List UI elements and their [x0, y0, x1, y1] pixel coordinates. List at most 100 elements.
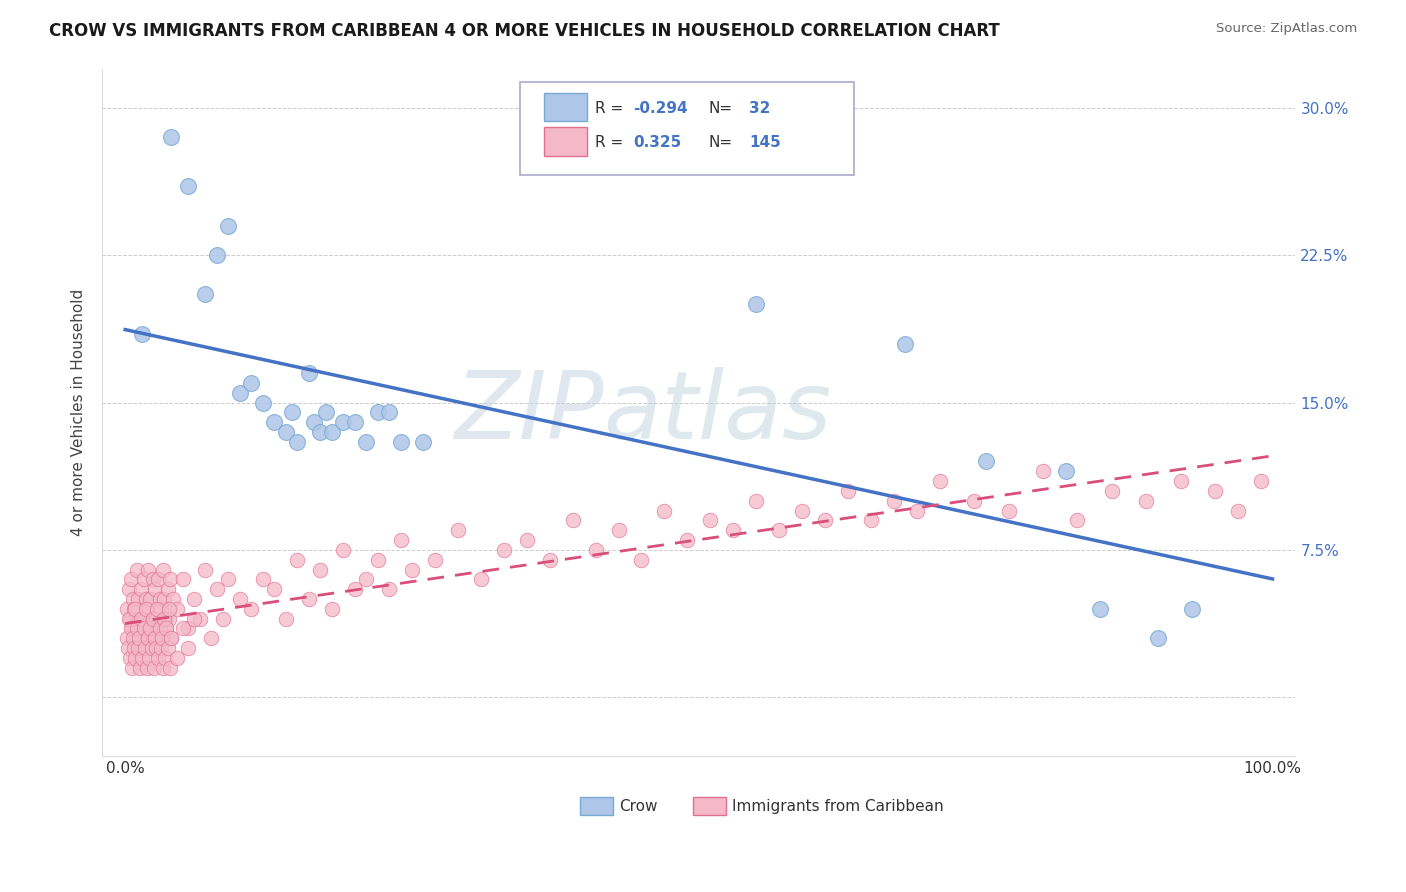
- Point: [321, 602, 343, 616]
- Point: [136, 562, 159, 576]
- Point: [252, 395, 274, 409]
- Point: [120, 622, 142, 636]
- Point: [401, 562, 423, 576]
- Y-axis label: 4 or more Vehicles in Household: 4 or more Vehicles in Household: [72, 289, 86, 536]
- Point: [131, 612, 153, 626]
- Text: Source: ZipAtlas.com: Source: ZipAtlas.com: [1216, 22, 1357, 36]
- Point: [159, 661, 181, 675]
- Point: [146, 622, 169, 636]
- Point: [177, 641, 200, 656]
- Point: [790, 503, 813, 517]
- Point: [153, 592, 176, 607]
- Point: [561, 513, 583, 527]
- Point: [155, 622, 177, 636]
- Point: [837, 483, 859, 498]
- Point: [120, 651, 142, 665]
- Point: [129, 622, 152, 636]
- Point: [149, 602, 172, 616]
- Point: [1032, 464, 1054, 478]
- Point: [1135, 493, 1157, 508]
- Text: N=: N=: [709, 101, 733, 116]
- Point: [1227, 503, 1250, 517]
- Point: [607, 523, 630, 537]
- Point: [699, 513, 721, 527]
- Point: [229, 592, 252, 607]
- Point: [141, 641, 163, 656]
- Point: [905, 503, 928, 517]
- Point: [128, 632, 150, 646]
- Point: [132, 622, 155, 636]
- Point: [121, 661, 143, 675]
- Text: -0.294: -0.294: [633, 101, 688, 116]
- Point: [367, 552, 389, 566]
- Point: [141, 612, 163, 626]
- Point: [343, 582, 366, 597]
- Text: R =: R =: [595, 101, 623, 116]
- Point: [155, 622, 177, 636]
- Point: [160, 632, 183, 646]
- Point: [162, 592, 184, 607]
- Point: [274, 425, 297, 439]
- Point: [135, 602, 157, 616]
- Point: [321, 425, 343, 439]
- Point: [745, 493, 768, 508]
- Point: [280, 405, 302, 419]
- Point: [142, 632, 165, 646]
- Point: [118, 612, 141, 626]
- Point: [160, 130, 183, 145]
- Point: [676, 533, 699, 547]
- Text: 32: 32: [749, 101, 770, 116]
- Point: [211, 612, 233, 626]
- Point: [142, 612, 165, 626]
- Point: [205, 582, 228, 597]
- Bar: [579, 797, 613, 814]
- Point: [172, 572, 194, 586]
- Bar: [693, 797, 727, 814]
- Point: [389, 434, 412, 449]
- Point: [309, 562, 332, 576]
- Point: [538, 552, 561, 566]
- Point: [172, 622, 194, 636]
- Point: [127, 592, 149, 607]
- Point: [447, 523, 470, 537]
- Point: [240, 602, 263, 616]
- Text: Immigrants from Caribbean: Immigrants from Caribbean: [733, 799, 943, 814]
- Point: [1101, 483, 1123, 498]
- Point: [124, 651, 146, 665]
- Point: [814, 513, 837, 527]
- Point: [997, 503, 1019, 517]
- Point: [117, 582, 139, 597]
- Point: [194, 562, 217, 576]
- Point: [135, 592, 157, 607]
- Point: [200, 632, 222, 646]
- Text: ZIP: ZIP: [454, 367, 603, 458]
- Point: [121, 622, 143, 636]
- Point: [1204, 483, 1226, 498]
- Point: [131, 651, 153, 665]
- Point: [136, 602, 159, 616]
- Point: [132, 572, 155, 586]
- Point: [298, 366, 321, 380]
- Point: [157, 602, 180, 616]
- Point: [585, 542, 607, 557]
- Point: [1066, 513, 1088, 527]
- Point: [155, 612, 177, 626]
- Point: [188, 612, 211, 626]
- Text: CROW VS IMMIGRANTS FROM CARIBBEAN 4 OR MORE VEHICLES IN HOUSEHOLD CORRELATION CH: CROW VS IMMIGRANTS FROM CARIBBEAN 4 OR M…: [49, 22, 1000, 40]
- Point: [630, 552, 652, 566]
- Point: [304, 415, 326, 429]
- Point: [883, 493, 905, 508]
- Point: [166, 602, 188, 616]
- Point: [156, 641, 179, 656]
- Point: [205, 248, 228, 262]
- FancyBboxPatch shape: [544, 93, 586, 121]
- Point: [148, 572, 170, 586]
- Point: [274, 612, 297, 626]
- Point: [124, 632, 146, 646]
- Text: 145: 145: [749, 136, 780, 150]
- Point: [142, 661, 165, 675]
- Point: [115, 632, 138, 646]
- Point: [138, 651, 160, 665]
- Point: [1146, 632, 1168, 646]
- Point: [129, 582, 152, 597]
